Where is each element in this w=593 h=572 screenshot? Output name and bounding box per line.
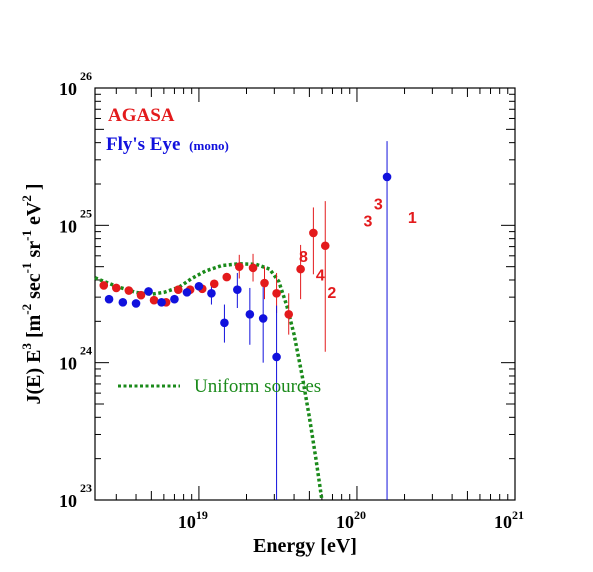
x-tick-label: 1019 [178,508,208,532]
fly-s-eye-point [157,298,166,307]
fly-s-eye-point [233,285,242,294]
x-tick-label: 1021 [494,508,524,532]
legend-agasa: AGASA [108,105,175,126]
legend-flyseye-suffix: (mono) [189,138,229,153]
fly-s-eye-point [104,294,114,304]
event-count-label: 3 [374,197,383,214]
event-count-label: 2 [327,285,336,302]
agasa-point [99,281,109,290]
fly-s-eye-point [382,172,392,182]
data-points [99,172,392,362]
fly-s-eye-point [220,318,229,328]
agasa-point [209,279,219,289]
fly-s-eye-point [245,310,255,319]
uniform-sources-line [94,262,324,501]
uniform-sources-curve [94,262,324,501]
event-count-label: 1 [408,210,417,227]
fly-s-eye-point [272,352,281,362]
agasa-point [124,286,134,295]
fly-s-eye-point [182,288,192,297]
agasa-point [260,278,269,288]
y-tick-label-exp: 23 [80,481,92,495]
agasa-point [136,290,146,300]
annotations: 842 33 1 [299,197,417,302]
x-axis-title: Energy [eV] [253,535,357,557]
fly-s-eye-point [207,288,216,298]
fly-s-eye-point [131,299,141,308]
legend-flyseye: Fly's Eye (mono) [106,134,229,155]
y-axis-title: J(E) E3 [m-2 sec-1 sr-1 eV2 ] [19,183,45,404]
agasa-point [272,288,281,298]
agasa-point [173,285,183,294]
agasa-point [234,262,244,271]
agasa-point [111,283,121,293]
y-tick-label-base: 10 [59,79,77,99]
agasa-point [222,272,232,282]
fly-s-eye-point [258,314,268,323]
event-count-label: 3 [364,214,373,231]
error-bars [210,141,388,500]
x-tick-label: 1020 [336,508,366,532]
axis-ticks [95,87,516,501]
agasa-point [284,310,294,319]
agasa-point [296,264,305,274]
fly-s-eye-point [194,281,204,291]
agasa-point [149,295,159,305]
plot-frame [94,87,516,501]
fly-s-eye-point [144,287,153,296]
legend: AGASA Fly's Eye (mono) Uniform sources [106,105,321,397]
y-tick-label-exp: 25 [80,206,92,220]
agasa-point [320,241,330,251]
y-tick-label-exp: 26 [80,69,92,83]
fly-s-eye-point [118,298,128,307]
legend-flyseye-name: Fly's Eye [106,134,180,155]
agasa-point [309,228,318,238]
y-tick-label-base: 10 [59,354,77,374]
y-tick-label-exp: 24 [80,344,92,358]
event-count-label: 8 [299,249,308,266]
fly-s-eye-point [170,294,179,304]
legend-uniform: Uniform sources [194,376,321,397]
y-tick-label-base: 10 [59,216,77,236]
agasa-point [248,263,258,273]
event-count-label: 4 [316,268,325,285]
y-tick-label-base: 10 [59,491,77,511]
